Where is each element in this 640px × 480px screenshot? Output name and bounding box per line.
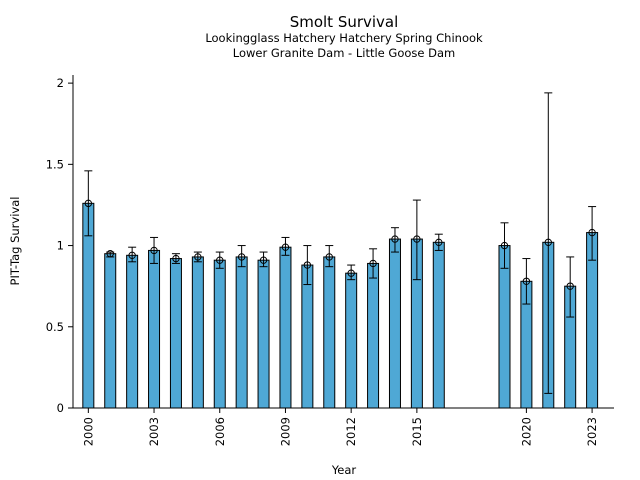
x-tick-label: 2020 <box>519 417 533 446</box>
point-marker-2004 <box>172 254 180 263</box>
point-marker-2016 <box>435 238 443 247</box>
x-tick-label: 2012 <box>344 417 358 446</box>
point-marker-2023 <box>588 228 596 237</box>
y-tick-group: 0 0.5 1 1.5 2 <box>46 76 73 415</box>
point-marker-2021 <box>544 238 552 247</box>
bar-2010 <box>301 264 314 409</box>
point-marker-2019 <box>500 241 509 250</box>
point-marker-2002 <box>128 251 136 260</box>
chart-title: Smolt Survival <box>290 13 399 31</box>
y-tick-label: 1 <box>57 239 64 253</box>
point-marker-2020 <box>522 277 531 285</box>
bar-2001 <box>104 253 117 409</box>
bar-2014 <box>388 238 401 409</box>
x-tick-label: 2003 <box>147 417 161 446</box>
x-tick-label: 2009 <box>278 417 292 446</box>
bar-2012 <box>345 272 358 409</box>
point-marker-2008 <box>259 256 268 264</box>
chart-subtitle-line-1: Lookingglass Hatchery Hatchery Spring Ch… <box>205 31 483 45</box>
x-tick-label: 2000 <box>81 417 95 446</box>
y-tick-label: 0 <box>57 401 64 415</box>
point-marker-2003 <box>150 246 158 255</box>
x-tick-label: 2023 <box>585 417 599 446</box>
point-marker-2011 <box>325 253 333 261</box>
error-bar-group <box>84 92 597 394</box>
bar-2016 <box>432 241 445 409</box>
point-marker-2012 <box>347 269 355 277</box>
y-tick-label: 2 <box>57 76 64 90</box>
y-axis-label: PIT-Tag Survival <box>8 197 22 286</box>
bar-2004 <box>169 258 182 409</box>
point-marker-2022 <box>566 282 574 290</box>
point-marker-2013 <box>369 259 377 268</box>
bar-2019 <box>498 245 511 409</box>
point-marker-2001 <box>106 249 114 258</box>
bar-2011 <box>323 256 336 409</box>
chart-subtitle-line-2: Lower Granite Dam - Little Goose Dam <box>233 46 455 60</box>
bar-2008 <box>257 259 270 409</box>
bar-2009 <box>279 246 292 409</box>
bar-2007 <box>235 256 248 409</box>
point-marker-2010 <box>303 261 312 269</box>
y-tick-label: 1.5 <box>46 157 64 171</box>
x-axis-label: Year <box>331 463 357 477</box>
bar-2013 <box>367 262 380 409</box>
marker-group <box>84 199 596 290</box>
point-marker-2007 <box>237 253 246 261</box>
bar-group <box>82 202 599 409</box>
x-tick-label: 2015 <box>410 417 424 446</box>
bar-2002 <box>126 254 139 409</box>
point-marker-2006 <box>216 256 224 264</box>
point-marker-2015 <box>413 235 421 243</box>
point-marker-2000 <box>84 199 93 208</box>
x-tick-group: 2000 2003 2006 2009 2012 2015 2020 2023 <box>81 408 599 446</box>
bar-2003 <box>148 249 161 409</box>
point-marker-2014 <box>391 235 399 243</box>
point-marker-2005 <box>194 253 202 261</box>
y-tick-label: 0.5 <box>46 320 64 334</box>
x-tick-label: 2006 <box>213 417 227 446</box>
bar-2005 <box>191 256 204 409</box>
point-marker-2009 <box>281 243 290 251</box>
bar-2006 <box>213 259 226 409</box>
